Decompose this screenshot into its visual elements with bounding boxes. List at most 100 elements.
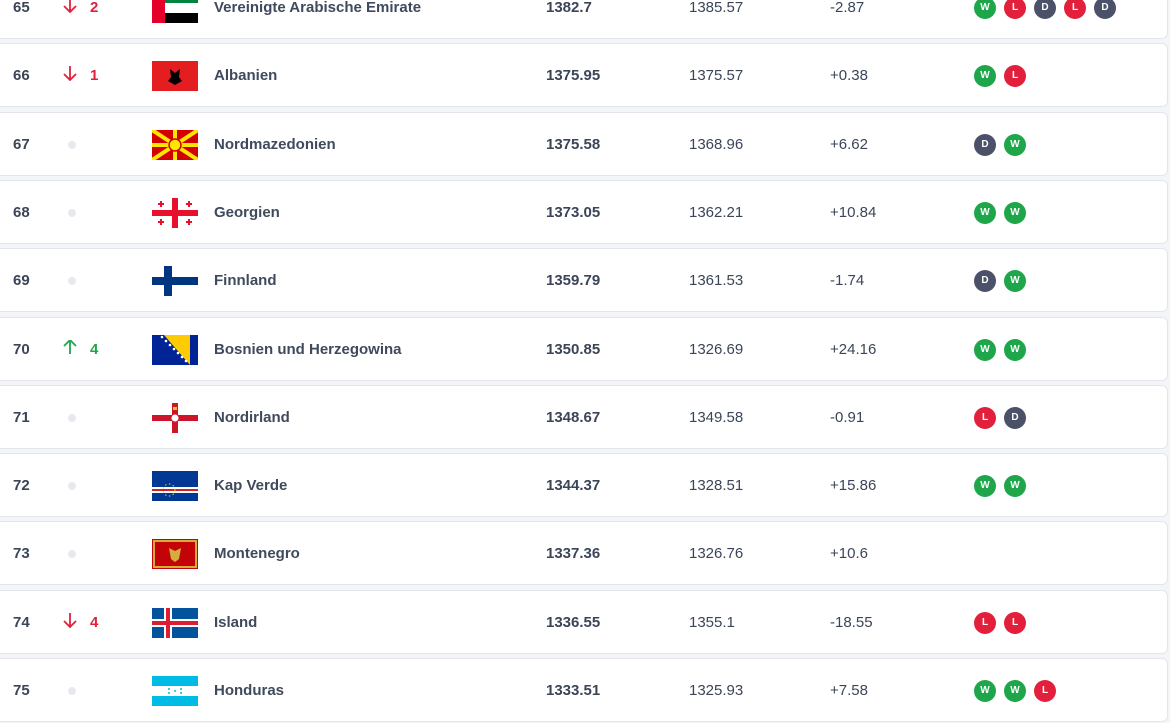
rank-change: 4 <box>90 613 99 631</box>
rank: 67 <box>13 135 30 153</box>
arrow-icon <box>63 612 77 628</box>
flag-image <box>152 334 198 365</box>
form-badge: W <box>1004 270 1026 293</box>
arrow-icon <box>63 338 77 354</box>
country-name: Island <box>214 613 258 631</box>
form-badge: L <box>1004 65 1026 88</box>
no-change-dot <box>68 550 76 559</box>
no-change-dot <box>68 687 76 695</box>
arrow-icon <box>63 0 77 14</box>
table-row: 75 Honduras 1333.51 1325.93 +7.58 W W L <box>0 658 1168 722</box>
flag <box>152 539 198 570</box>
rank: 71 <box>13 408 30 426</box>
form-badge: W <box>974 475 996 498</box>
table-row: 73 Montenegro 1337.36 1326.76 +10.6 <box>0 521 1168 586</box>
trend-arrow <box>63 612 77 628</box>
form-badge: W <box>1004 680 1026 702</box>
flag-image <box>152 539 198 570</box>
table-row: 74 4 Island 1336.55 1355.1 -18.55 L L <box>0 589 1168 654</box>
country-name: Bosnien und Herzegowina <box>214 340 402 358</box>
points-difference: +6.62 <box>830 135 868 153</box>
no-change-dot <box>68 140 76 149</box>
flag-image <box>152 266 198 297</box>
flag <box>152 0 198 23</box>
previous-points: 1362.21 <box>689 203 744 221</box>
form-badge: L <box>1004 611 1026 634</box>
country-name: Georgien <box>214 203 280 221</box>
points-difference: +0.38 <box>830 67 868 85</box>
flag-image <box>152 61 198 92</box>
form-badge: W <box>1004 475 1026 498</box>
arrow-icon <box>63 66 77 82</box>
form-badge: W <box>1004 133 1026 156</box>
table-row: 71 Nordirland 1348.67 1349.58 -0.91 L D <box>0 384 1168 449</box>
form-badge: W <box>974 0 996 19</box>
form-badge: W <box>1004 201 1026 224</box>
rank: 73 <box>13 545 30 563</box>
flag-image <box>152 197 198 228</box>
country-name: Vereinigte Arabische Emirate <box>214 0 422 16</box>
previous-points: 1328.51 <box>689 477 744 495</box>
form-badge: L <box>1034 680 1056 702</box>
previous-points: 1368.96 <box>689 135 744 153</box>
points-difference: -1.74 <box>830 272 865 290</box>
table-row: 72 Kap Verde 1344.37 1328.51 +15.86 W W <box>0 453 1168 518</box>
points: 1336.55 <box>546 613 601 631</box>
form-badge: L <box>1004 0 1026 19</box>
rank: 65 <box>13 0 30 16</box>
trend-arrow <box>63 0 77 14</box>
country-name: Albanien <box>214 67 278 85</box>
no-change-dot <box>68 277 76 286</box>
previous-points: 1326.76 <box>689 545 744 563</box>
flag-image <box>152 607 198 638</box>
country-name: Kap Verde <box>214 477 288 495</box>
rank: 69 <box>13 272 30 290</box>
table-row: 70 4 Bosnien und Herzegowina 1350.85 1326.69… <box>0 316 1168 381</box>
rank: 75 <box>13 682 30 699</box>
form-badge: D <box>974 133 996 156</box>
no-change-dot <box>68 208 76 217</box>
points: 1375.58 <box>546 135 601 153</box>
form-badge: L <box>974 406 996 429</box>
flag <box>152 402 198 433</box>
points: 1350.85 <box>546 340 601 358</box>
points-difference: +24.16 <box>830 340 877 358</box>
table-row: 66 1 Albanien 1375.95 1375.57 +0.38 W L <box>0 43 1168 108</box>
country-name: Montenegro <box>214 545 300 563</box>
flag <box>152 607 198 638</box>
country-name: Finnland <box>214 272 277 290</box>
points: 1337.36 <box>546 545 601 563</box>
form-badge: D <box>974 270 996 293</box>
form-badge: W <box>1004 338 1026 361</box>
rank: 66 <box>13 67 30 85</box>
previous-points: 1375.57 <box>689 67 744 85</box>
form-badge: W <box>974 338 996 361</box>
points: 1382.7 <box>546 0 592 16</box>
form-badge: W <box>974 201 996 224</box>
form-badge: L <box>1064 0 1086 19</box>
rank-change: 4 <box>90 340 99 358</box>
previous-points: 1326.69 <box>689 340 744 358</box>
flag-image <box>152 471 198 502</box>
form-badge: W <box>974 680 996 702</box>
points-difference: -0.91 <box>830 408 865 426</box>
flag <box>152 197 198 228</box>
rank-change: 2 <box>90 0 99 16</box>
table-row: 69 Finnland 1359.79 1361.53 -1.74 D W <box>0 248 1168 313</box>
points: 1359.79 <box>546 272 601 290</box>
points-difference: +10.84 <box>830 203 877 221</box>
form-badge: W <box>974 65 996 88</box>
previous-points: 1361.53 <box>689 272 744 290</box>
previous-points: 1325.93 <box>689 682 744 699</box>
no-change-dot <box>68 413 76 422</box>
no-change-dot <box>68 482 76 491</box>
previous-points: 1349.58 <box>689 408 744 426</box>
points-difference: -2.87 <box>830 0 865 16</box>
flag <box>152 61 198 92</box>
previous-points: 1385.57 <box>689 0 744 16</box>
rank-change: 1 <box>90 67 99 85</box>
points: 1333.51 <box>546 682 601 699</box>
flag-image <box>150 127 200 162</box>
trend-arrow <box>63 338 77 355</box>
points: 1344.37 <box>546 477 601 495</box>
